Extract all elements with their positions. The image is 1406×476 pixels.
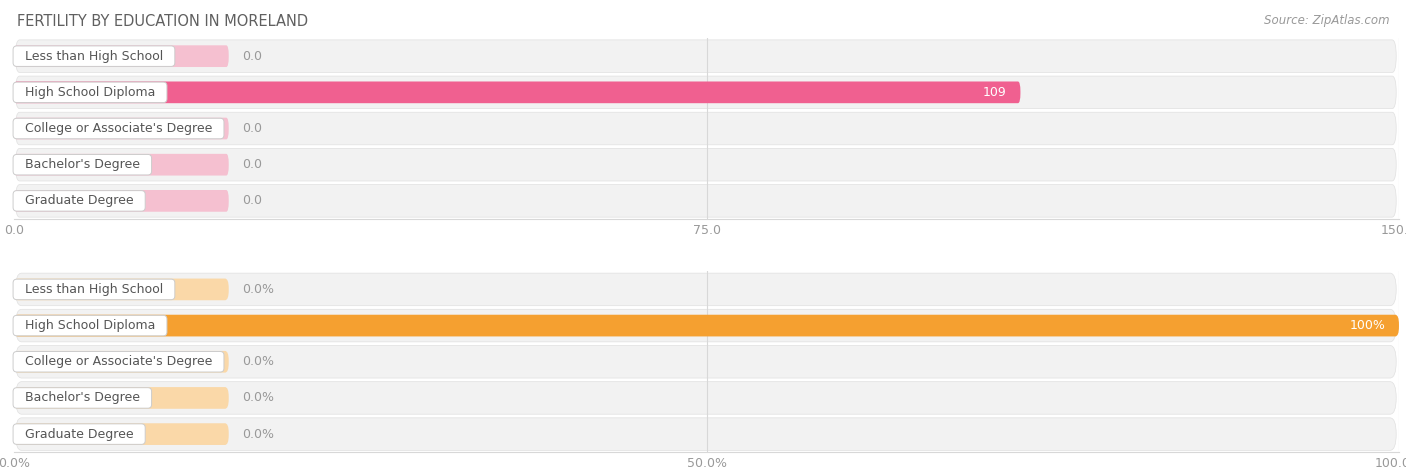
- FancyBboxPatch shape: [14, 387, 229, 409]
- Text: FERTILITY BY EDUCATION IN MORELAND: FERTILITY BY EDUCATION IN MORELAND: [17, 14, 308, 30]
- FancyBboxPatch shape: [14, 118, 229, 139]
- FancyBboxPatch shape: [15, 418, 1396, 450]
- FancyBboxPatch shape: [14, 351, 229, 373]
- Text: 0.0: 0.0: [243, 158, 263, 171]
- Text: 0.0: 0.0: [243, 122, 263, 135]
- Text: 0.0: 0.0: [243, 194, 263, 208]
- Text: Bachelor's Degree: Bachelor's Degree: [17, 158, 148, 171]
- FancyBboxPatch shape: [15, 112, 1396, 145]
- FancyBboxPatch shape: [15, 185, 1396, 217]
- Text: 109: 109: [983, 86, 1007, 99]
- FancyBboxPatch shape: [15, 382, 1396, 414]
- Text: Less than High School: Less than High School: [17, 50, 172, 63]
- Text: High School Diploma: High School Diploma: [17, 319, 163, 332]
- Text: Source: ZipAtlas.com: Source: ZipAtlas.com: [1264, 14, 1389, 27]
- FancyBboxPatch shape: [14, 315, 1399, 337]
- Text: 0.0%: 0.0%: [243, 283, 274, 296]
- FancyBboxPatch shape: [15, 346, 1396, 378]
- Text: High School Diploma: High School Diploma: [17, 86, 163, 99]
- Text: Bachelor's Degree: Bachelor's Degree: [17, 391, 148, 405]
- FancyBboxPatch shape: [14, 423, 229, 445]
- FancyBboxPatch shape: [14, 278, 229, 300]
- FancyBboxPatch shape: [14, 81, 1021, 103]
- Text: 0.0%: 0.0%: [243, 427, 274, 441]
- Text: College or Associate's Degree: College or Associate's Degree: [17, 122, 221, 135]
- FancyBboxPatch shape: [15, 309, 1396, 342]
- FancyBboxPatch shape: [14, 154, 229, 176]
- FancyBboxPatch shape: [15, 149, 1396, 181]
- Text: Less than High School: Less than High School: [17, 283, 172, 296]
- Text: 100%: 100%: [1350, 319, 1385, 332]
- Text: College or Associate's Degree: College or Associate's Degree: [17, 355, 221, 368]
- Text: Graduate Degree: Graduate Degree: [17, 427, 142, 441]
- Text: Graduate Degree: Graduate Degree: [17, 194, 142, 208]
- Text: 0.0%: 0.0%: [243, 355, 274, 368]
- FancyBboxPatch shape: [14, 45, 229, 67]
- Text: 0.0%: 0.0%: [243, 391, 274, 405]
- FancyBboxPatch shape: [15, 40, 1396, 72]
- FancyBboxPatch shape: [15, 273, 1396, 306]
- Text: 0.0: 0.0: [243, 50, 263, 63]
- FancyBboxPatch shape: [15, 76, 1396, 109]
- FancyBboxPatch shape: [14, 190, 229, 212]
